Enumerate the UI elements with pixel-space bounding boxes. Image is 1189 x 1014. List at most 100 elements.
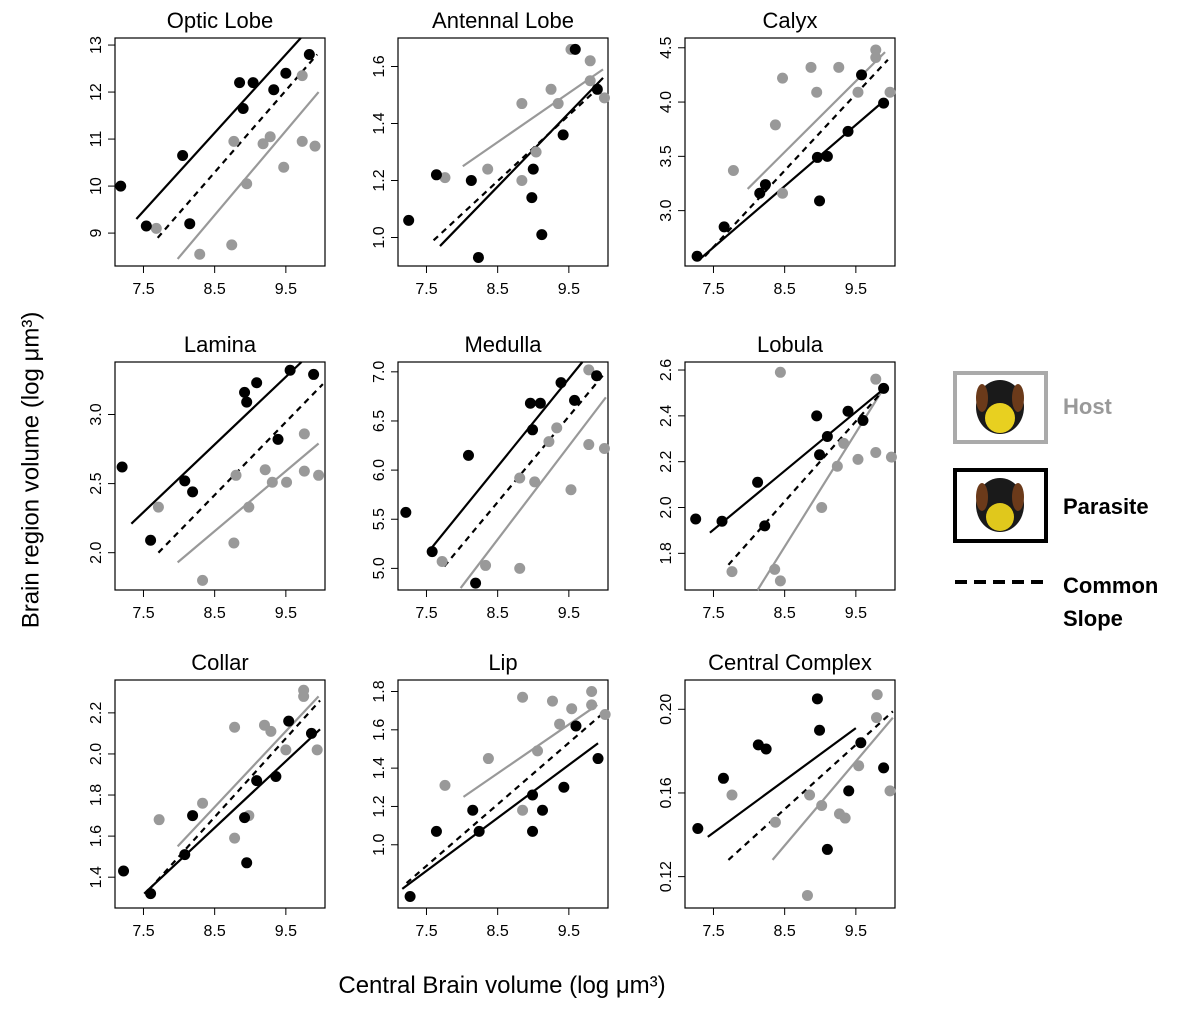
panel-title: Lamina (184, 332, 257, 357)
point (280, 744, 291, 755)
point (802, 890, 813, 901)
y-tick-label: 2.4 (658, 405, 675, 427)
x-tick-label: 7.5 (702, 281, 724, 298)
point (304, 49, 315, 60)
point (591, 370, 602, 381)
x-tick-label: 8.5 (204, 605, 226, 622)
panel-title: Lobula (757, 332, 824, 357)
y-tick-label: 1.6 (88, 825, 105, 847)
point (814, 195, 825, 206)
point (297, 70, 308, 81)
point (466, 175, 477, 186)
point (527, 789, 538, 800)
point (474, 826, 485, 837)
fit-line (444, 372, 606, 567)
point (231, 470, 242, 481)
point (310, 141, 321, 152)
y-tick-label: 0.20 (658, 694, 675, 725)
point (194, 249, 205, 260)
point (297, 136, 308, 147)
x-tick-label: 9.5 (558, 923, 580, 940)
point (822, 431, 833, 442)
point (838, 438, 849, 449)
plot-frame (398, 38, 608, 266)
y-tick-label: 1.4 (371, 112, 388, 134)
legend-dash (953, 575, 1053, 589)
point (268, 84, 279, 95)
point (878, 98, 889, 109)
point (439, 780, 450, 791)
point (585, 75, 596, 86)
point (299, 466, 310, 477)
point (526, 192, 537, 203)
plot-frame (115, 38, 325, 266)
point (517, 692, 528, 703)
panel-title: Antennal Lobe (432, 8, 574, 33)
x-tick-label: 7.5 (702, 605, 724, 622)
point (514, 563, 525, 574)
point (145, 535, 156, 546)
point (536, 229, 547, 240)
x-tick-label: 9.5 (845, 605, 867, 622)
y-tick-label: 10 (88, 177, 105, 195)
point (283, 716, 294, 727)
point (278, 162, 289, 173)
y-tick-label: 1.8 (88, 784, 105, 806)
fit-line (178, 696, 319, 846)
y-tick-label: 9 (88, 229, 105, 238)
x-tick-label: 9.5 (845, 281, 867, 298)
point (855, 737, 866, 748)
y-tick-label: 6.0 (371, 459, 388, 481)
point (599, 443, 610, 454)
panel-title: Optic Lobe (167, 8, 273, 33)
point (775, 575, 786, 586)
point (806, 62, 817, 73)
point (547, 696, 558, 707)
point (197, 575, 208, 586)
point (811, 410, 822, 421)
y-tick-label: 3.0 (88, 403, 105, 425)
point (483, 753, 494, 764)
point (431, 826, 442, 837)
point (405, 891, 416, 902)
plot-frame (685, 680, 895, 908)
point (117, 462, 128, 473)
point (585, 55, 596, 66)
point (270, 771, 281, 782)
point (822, 844, 833, 855)
point (241, 178, 252, 189)
point (822, 151, 833, 162)
point (592, 84, 603, 95)
point (816, 800, 827, 811)
y-tick-label: 2.2 (88, 702, 105, 724)
x-tick-label: 8.5 (487, 605, 509, 622)
point (118, 866, 129, 877)
point (431, 169, 442, 180)
point (553, 98, 564, 109)
point (141, 221, 152, 232)
point (583, 439, 594, 450)
point (313, 470, 324, 481)
fit-line (728, 386, 887, 565)
point (878, 762, 889, 773)
point (769, 564, 780, 575)
point (886, 452, 897, 463)
point (281, 477, 292, 488)
point (184, 218, 195, 229)
y-tick-label: 1.4 (371, 757, 388, 779)
point (775, 367, 786, 378)
y-tick-label: 11 (88, 131, 105, 148)
plot-frame (685, 362, 895, 590)
point (717, 516, 728, 527)
y-axis-label: Brain region volume (log μm³) (17, 312, 44, 629)
point (728, 165, 739, 176)
x-tick-label: 9.5 (558, 605, 580, 622)
fit-line (701, 100, 885, 259)
point (565, 484, 576, 495)
point (516, 98, 527, 109)
fit-line (773, 718, 893, 860)
point (226, 239, 237, 250)
point (558, 129, 569, 140)
point (234, 77, 245, 88)
point (517, 805, 528, 816)
